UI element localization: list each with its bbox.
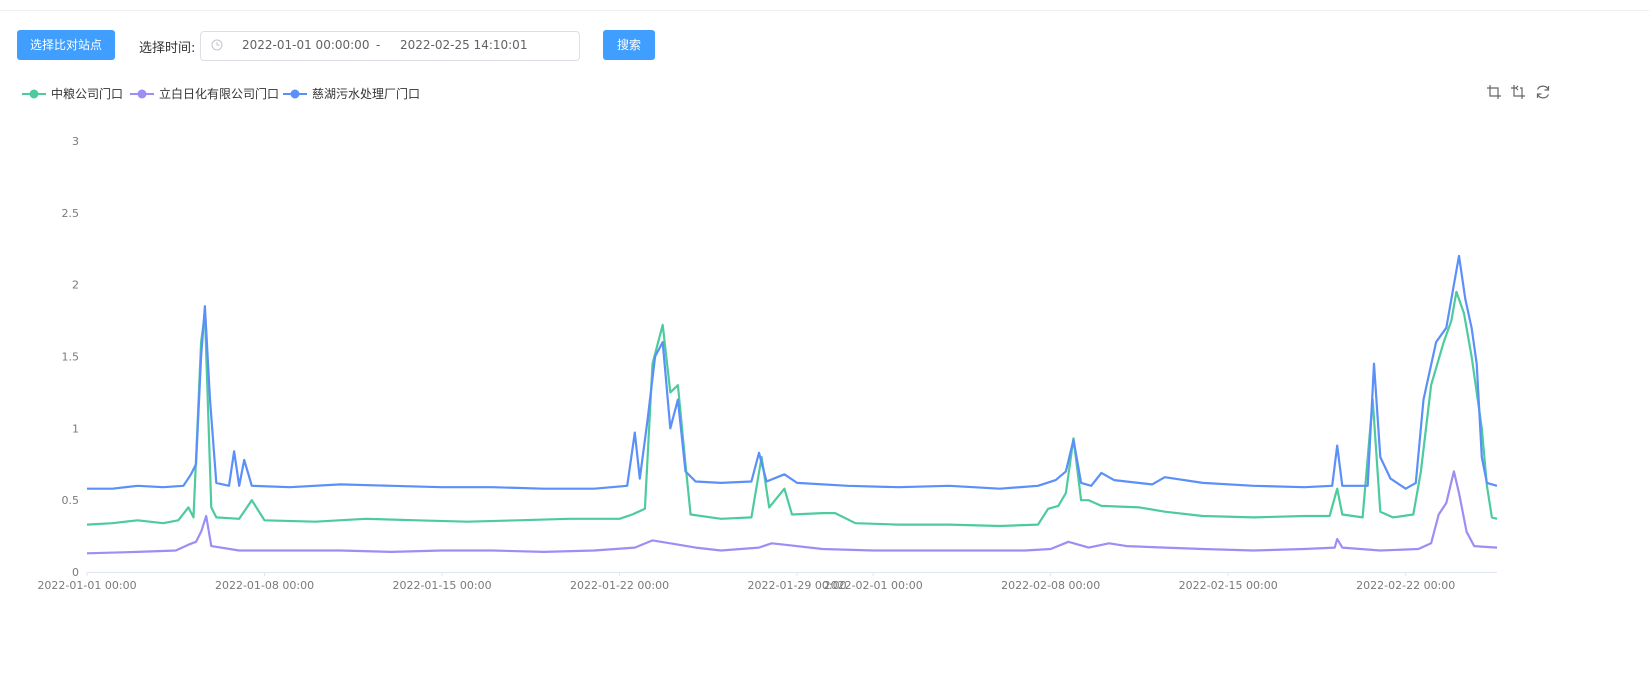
start-date-input[interactable]: 2022-01-01 00:00:00 bbox=[242, 38, 370, 52]
x-tick-label: 2022-02-08 00:00 bbox=[1001, 579, 1100, 592]
y-tick-label: 3 bbox=[72, 135, 79, 148]
legend-label: 立白日化有限公司门口 bbox=[159, 87, 280, 101]
series-line-2 bbox=[86, 470, 1498, 555]
end-date-input[interactable]: 2022-02-25 14:10:01 bbox=[400, 38, 528, 52]
x-tick-label: 2022-02-01 00:00 bbox=[824, 579, 923, 592]
date-range-picker[interactable]: 2022-01-01 00:00:00 - 2022-02-25 14:10:0… bbox=[200, 31, 580, 61]
series-lines bbox=[86, 254, 1498, 555]
time-label: 选择时间: bbox=[139, 41, 196, 56]
x-tick-label: 2022-01-15 00:00 bbox=[392, 579, 491, 592]
top-divider bbox=[0, 10, 1649, 11]
restore-icon[interactable] bbox=[1535, 84, 1551, 100]
zoom-area-icon[interactable] bbox=[1486, 84, 1502, 100]
legend-marker-series-2 bbox=[130, 89, 154, 99]
y-tick-label: 0 bbox=[72, 566, 79, 579]
x-tick-label: 2022-02-22 00:00 bbox=[1356, 579, 1455, 592]
legend-marker-series-3 bbox=[283, 89, 307, 99]
legend-marker-series-1 bbox=[22, 89, 46, 99]
clock-icon bbox=[211, 39, 223, 51]
x-tick-label: 2022-01-22 00:00 bbox=[570, 579, 669, 592]
zoom-reset-icon[interactable] bbox=[1510, 84, 1526, 100]
x-tick-label: 2022-01-08 00:00 bbox=[215, 579, 314, 592]
x-tick-label: 2022-02-15 00:00 bbox=[1179, 579, 1278, 592]
x-tick-label: 2022-01-01 00:00 bbox=[37, 579, 136, 592]
y-tick-label: 1.5 bbox=[62, 351, 80, 364]
x-axis: 2022-01-01 00:00 2022-01-08 00:00 2022-01-… bbox=[37, 572, 1497, 592]
series-line-3 bbox=[87, 254, 1498, 490]
y-tick-label: 1 bbox=[72, 422, 79, 435]
series-line-1 bbox=[86, 290, 1498, 528]
range-separator: - bbox=[376, 38, 381, 52]
y-tick-label: 2.5 bbox=[62, 207, 80, 220]
y-tick-label: 0.5 bbox=[62, 494, 80, 507]
legend-label: 中粮公司门口 bbox=[51, 87, 124, 101]
x-tick-label: 2022-01-29 00:00 bbox=[748, 579, 847, 592]
y-tick-label: 2 bbox=[72, 279, 79, 292]
y-axis: 0 0.5 1 1.5 2 2.5 3 bbox=[62, 135, 80, 579]
compare-stations-button[interactable]: 选择比对站点 bbox=[17, 30, 115, 60]
search-button[interactable]: 搜索 bbox=[603, 30, 655, 60]
legend-label: 慈湖污水处理厂门口 bbox=[312, 87, 421, 101]
